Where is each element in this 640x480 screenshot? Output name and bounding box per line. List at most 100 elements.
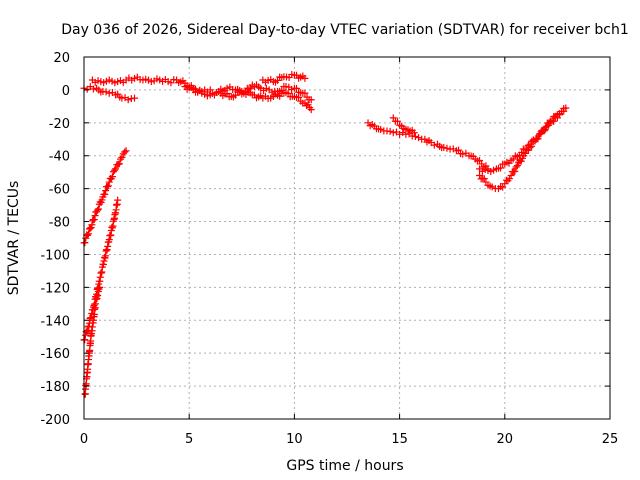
data-point xyxy=(415,134,423,142)
y-tick-label: -80 xyxy=(49,216,70,231)
data-point-fill xyxy=(443,144,451,152)
data-point-fill xyxy=(411,132,419,140)
y-tick-label: -200 xyxy=(40,413,70,428)
data-point-fill xyxy=(108,77,119,87)
data-point-fill xyxy=(100,182,112,198)
data-point-fill xyxy=(102,88,110,96)
data-point-fill xyxy=(293,71,307,82)
y-tick-label: -120 xyxy=(40,281,70,296)
data-point-fill xyxy=(89,85,97,93)
data-point-fill xyxy=(519,141,532,153)
data-point-fill xyxy=(528,134,541,145)
data-point xyxy=(526,140,534,148)
data-point-fill xyxy=(113,155,125,169)
data-point-fill xyxy=(268,87,279,96)
data-point-fill xyxy=(487,166,498,176)
data-point-fill xyxy=(372,125,383,133)
data-point-fill xyxy=(436,142,446,152)
data-point-fill xyxy=(480,162,490,171)
data-point-fill xyxy=(119,148,129,158)
y-tick-label: -20 xyxy=(49,117,70,132)
data-point xyxy=(518,148,526,156)
data-point-fill xyxy=(217,85,229,95)
data-point-fill xyxy=(94,196,106,214)
y-tick-label: 20 xyxy=(53,51,70,66)
data-point-fill xyxy=(175,77,187,87)
data-point-fill xyxy=(125,74,136,84)
data-point xyxy=(96,283,104,291)
data-point xyxy=(513,162,521,170)
data-point-fill xyxy=(167,76,178,87)
y-tick-label: -140 xyxy=(40,314,70,329)
data-segment-track-d xyxy=(80,83,138,104)
x-tick-label: 10 xyxy=(286,432,303,447)
data-point-fill xyxy=(260,84,270,94)
data-point-fill xyxy=(302,101,314,112)
data-point-fill xyxy=(201,90,211,100)
x-tick-label: 5 xyxy=(185,432,193,447)
data-point-fill xyxy=(100,77,110,87)
data-point-fill xyxy=(553,108,566,122)
y-tick-label: 0 xyxy=(62,84,70,99)
data-point xyxy=(118,153,126,161)
data-point xyxy=(389,129,397,137)
data-point xyxy=(112,165,120,173)
y-tick-label: -180 xyxy=(40,380,70,395)
data-point-fill xyxy=(240,88,254,98)
chart-title: Day 036 of 2026, Sidereal Day-to-day VTE… xyxy=(61,22,629,38)
x-tick-label: 20 xyxy=(497,432,514,447)
x-axis-label: GPS time / hours xyxy=(286,458,403,474)
data-point-fill xyxy=(503,156,515,167)
axis-ticks: 0 5 10 15 20 25 20 0 -20 -40 -60 -80 -100 -120 -140 -16… xyxy=(40,51,618,447)
data-segment-track-j xyxy=(389,114,418,137)
data-point xyxy=(130,94,138,102)
data-point-fill xyxy=(366,121,376,130)
data-point-fill xyxy=(90,304,99,321)
y-tick-label: -60 xyxy=(49,183,70,198)
data-point xyxy=(560,107,568,115)
data-point-fill xyxy=(229,88,244,101)
data-point xyxy=(124,96,132,104)
data-point-fill xyxy=(95,86,105,96)
grid xyxy=(84,57,610,419)
data-point xyxy=(122,147,130,155)
data-point-fill xyxy=(159,75,169,85)
data-point-fill xyxy=(81,326,92,344)
data-point-fill xyxy=(545,117,558,129)
data-point-fill xyxy=(511,151,524,161)
x-tick-label: 25 xyxy=(602,432,619,447)
data-segment-track-g xyxy=(217,88,315,114)
data-point-fill xyxy=(497,182,507,191)
data-point-fill xyxy=(201,86,211,96)
data-segment-track-h xyxy=(259,70,309,86)
data-point-fill xyxy=(94,285,103,296)
data-point-fill xyxy=(116,77,127,86)
data-point-fill xyxy=(293,84,305,97)
data-point xyxy=(440,144,448,151)
data-point xyxy=(377,125,385,133)
data-point-fill xyxy=(261,92,275,103)
data-segment-track-l xyxy=(476,107,568,176)
data-point-fill xyxy=(111,200,121,219)
data-point-fill xyxy=(250,91,265,102)
data-point-fill xyxy=(430,141,438,149)
data-points xyxy=(80,70,570,398)
y-axis-label: SDTVAR / TECUs xyxy=(6,181,22,296)
data-point xyxy=(94,292,102,300)
data-point-fill xyxy=(81,225,93,247)
y-tick-label: -40 xyxy=(49,150,70,165)
plot-frame xyxy=(83,56,611,420)
data-point-fill xyxy=(192,87,204,96)
data-point xyxy=(393,117,401,125)
data-point-fill xyxy=(261,76,275,86)
data-point-fill xyxy=(508,163,520,176)
y-tick-label: -160 xyxy=(40,347,70,362)
data-point-fill xyxy=(494,160,507,172)
data-point xyxy=(105,89,113,97)
data-point xyxy=(301,74,309,82)
data-point xyxy=(543,122,551,130)
data-point-fill xyxy=(95,260,107,285)
data-point-fill xyxy=(150,75,161,85)
data-point xyxy=(459,150,467,158)
